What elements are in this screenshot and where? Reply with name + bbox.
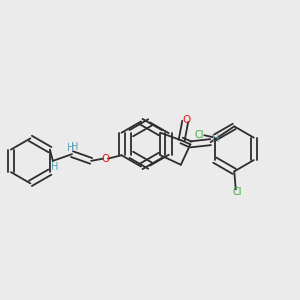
Text: H: H [71,142,79,152]
Text: Cl: Cl [194,130,204,140]
Text: O: O [183,115,191,125]
Text: H: H [212,134,220,144]
Text: O: O [101,154,110,164]
Text: Cl: Cl [232,188,242,197]
Text: H: H [67,143,74,153]
Text: H: H [51,163,58,172]
